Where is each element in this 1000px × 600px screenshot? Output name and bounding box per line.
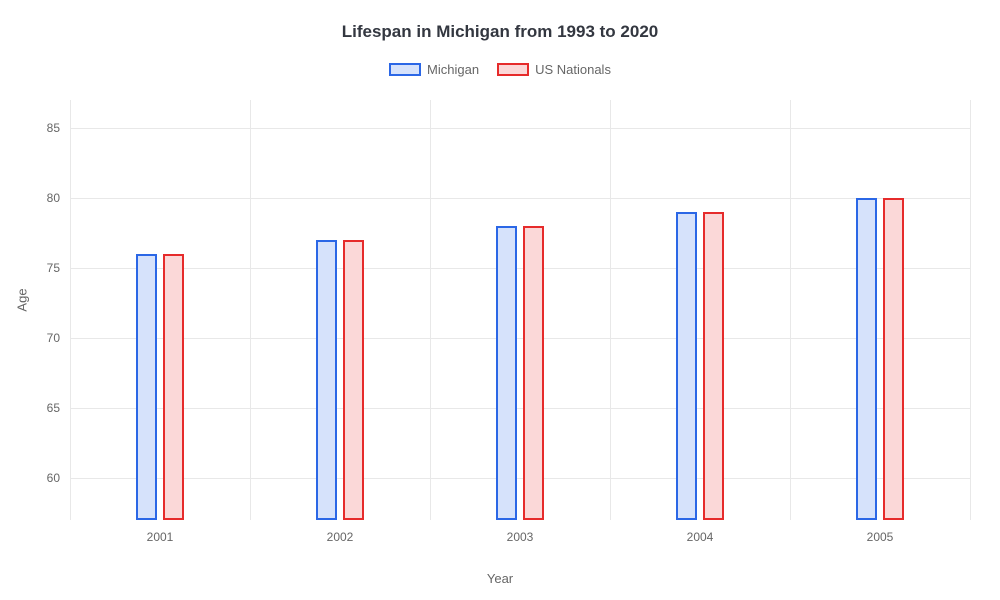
legend-item-us-nationals: US Nationals: [497, 62, 611, 77]
gridline-h: [70, 268, 970, 269]
x-tick-label: 2001: [147, 520, 174, 544]
gridline-h: [70, 338, 970, 339]
y-tick-label: 70: [47, 331, 70, 345]
y-tick-label: 80: [47, 191, 70, 205]
bar-us-nationals-2003: [523, 226, 544, 520]
y-axis-label: Age: [15, 288, 30, 311]
gridline-h: [70, 408, 970, 409]
gridline-v: [70, 100, 71, 520]
gridline-v: [610, 100, 611, 520]
x-tick-label: 2003: [507, 520, 534, 544]
y-tick-label: 60: [47, 471, 70, 485]
chart-container: Lifespan in Michigan from 1993 to 2020 M…: [0, 0, 1000, 600]
legend-swatch-michigan: [389, 63, 421, 76]
y-tick-label: 85: [47, 121, 70, 135]
plot-area: 60657075808520012002200320042005: [70, 100, 970, 520]
chart-title: Lifespan in Michigan from 1993 to 2020: [0, 0, 1000, 42]
legend-label-us-nationals: US Nationals: [535, 62, 611, 77]
x-tick-label: 2004: [687, 520, 714, 544]
x-axis-label: Year: [487, 571, 513, 586]
legend-swatch-us-nationals: [497, 63, 529, 76]
bar-michigan-2005: [856, 198, 877, 520]
gridline-v: [790, 100, 791, 520]
y-tick-label: 65: [47, 401, 70, 415]
x-tick-label: 2005: [867, 520, 894, 544]
x-tick-label: 2002: [327, 520, 354, 544]
gridline-v: [430, 100, 431, 520]
gridline-v: [970, 100, 971, 520]
gridline-v: [250, 100, 251, 520]
gridline-h: [70, 198, 970, 199]
bar-us-nationals-2004: [703, 212, 724, 520]
bar-us-nationals-2002: [343, 240, 364, 520]
bar-michigan-2003: [496, 226, 517, 520]
legend: Michigan US Nationals: [0, 62, 1000, 77]
bar-michigan-2004: [676, 212, 697, 520]
gridline-h: [70, 478, 970, 479]
bar-us-nationals-2005: [883, 198, 904, 520]
gridline-h: [70, 128, 970, 129]
legend-label-michigan: Michigan: [427, 62, 479, 77]
legend-item-michigan: Michigan: [389, 62, 479, 77]
bar-michigan-2002: [316, 240, 337, 520]
y-tick-label: 75: [47, 261, 70, 275]
bar-michigan-2001: [136, 254, 157, 520]
bar-us-nationals-2001: [163, 254, 184, 520]
